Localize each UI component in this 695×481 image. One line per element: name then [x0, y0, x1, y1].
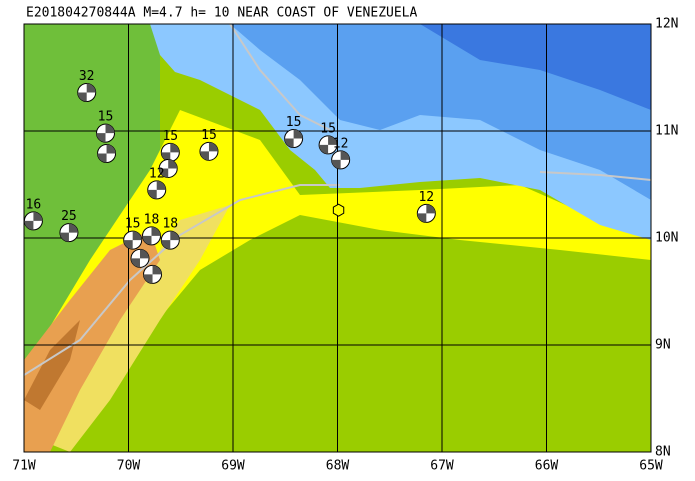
beachball-quadrant	[59, 223, 78, 242]
depth-label: 12	[149, 166, 165, 181]
depth-label: 15	[201, 128, 217, 143]
y-tick-label: 10N	[655, 231, 678, 246]
y-tick-label: 11N	[655, 124, 678, 139]
beachball-quadrant	[142, 226, 161, 245]
x-tick-label: 67W	[430, 459, 454, 474]
beachball-quadrant	[130, 249, 149, 268]
depth-label: 12	[333, 136, 349, 151]
x-tick-label: 68W	[326, 459, 350, 474]
x-tick-label: 69W	[221, 459, 245, 474]
beachball-quadrant	[161, 231, 180, 250]
depth-label: 15	[162, 129, 178, 144]
depth-label: 18	[144, 212, 160, 227]
beachball-quadrant	[417, 204, 436, 223]
beachball-quadrant	[284, 129, 303, 148]
beachball-quadrant	[159, 159, 178, 178]
depth-label: 15	[286, 115, 302, 130]
epicenter	[332, 203, 345, 217]
x-tick-label: 65W	[639, 459, 663, 474]
x-tick-label: 71W	[12, 459, 36, 474]
depth-label: 15	[98, 110, 114, 125]
depth-label: 15	[320, 121, 336, 136]
beachball-quadrant	[77, 83, 96, 102]
beachball-quadrant	[123, 231, 142, 250]
beachball-quadrant	[147, 180, 166, 199]
beachball-quadrant	[319, 135, 338, 154]
beachball-quadrant	[331, 150, 350, 169]
y-tick-label: 9N	[655, 338, 671, 353]
y-tick-label: 12N	[655, 17, 678, 32]
depth-label: 32	[79, 69, 95, 84]
y-tick-label: 8N	[655, 445, 671, 460]
beachball-quadrant	[161, 143, 180, 162]
beachball-quadrant	[97, 144, 116, 163]
x-tick-label: 66W	[535, 459, 559, 474]
depth-label: 15	[125, 217, 141, 232]
depth-label: 18	[162, 217, 178, 232]
title: E201804270844A M=4.7 h= 10 NEAR COAST OF…	[26, 6, 418, 21]
depth-label: 16	[26, 197, 42, 212]
beachball-quadrant	[143, 265, 162, 284]
depth-label: 12	[418, 190, 434, 205]
beachball-quadrant	[199, 142, 218, 161]
beachball-quadrant	[96, 124, 115, 143]
beachball-quadrant	[24, 211, 43, 230]
x-tick-label: 70W	[117, 459, 141, 474]
depth-label: 25	[61, 209, 77, 224]
